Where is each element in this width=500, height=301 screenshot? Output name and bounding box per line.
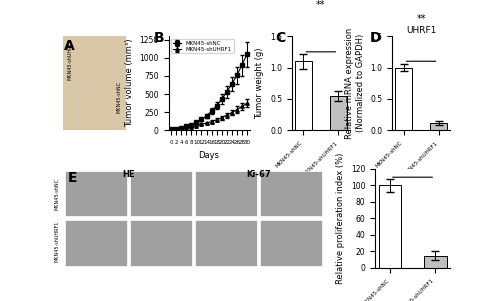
Bar — [65, 220, 126, 266]
Text: MKN45-shNC: MKN45-shNC — [116, 81, 121, 113]
Text: Ki-67: Ki-67 — [246, 170, 272, 179]
Y-axis label: Relative proliferation index (%): Relative proliferation index (%) — [336, 153, 345, 284]
Bar — [430, 123, 448, 130]
Text: MKN45-shNC: MKN45-shNC — [55, 178, 60, 210]
Text: HE: HE — [122, 170, 134, 179]
Bar — [394, 67, 412, 130]
Bar — [424, 256, 446, 268]
Y-axis label: Tumor weight (g): Tumor weight (g) — [256, 48, 264, 119]
Legend: MKN45-shNC, MKN45-shUHRF1: MKN45-shNC, MKN45-shUHRF1 — [172, 39, 234, 53]
X-axis label: Days: Days — [198, 150, 220, 160]
Text: **: ** — [316, 0, 326, 10]
Bar — [130, 171, 192, 216]
Bar — [260, 220, 322, 266]
Bar — [195, 220, 256, 266]
Bar — [378, 185, 401, 268]
Bar — [260, 171, 322, 216]
Y-axis label: Tumor volume (mm³): Tumor volume (mm³) — [125, 39, 134, 128]
Bar — [294, 61, 312, 130]
Bar — [195, 171, 256, 216]
Text: MKN45-shUHRF1: MKN45-shUHRF1 — [68, 39, 72, 80]
Bar — [130, 220, 192, 266]
Text: E: E — [68, 171, 77, 185]
Text: MKN45-shUHRF1: MKN45-shUHRF1 — [55, 221, 60, 262]
Y-axis label: Relative mRNA expression
(Normalized to GAPDH): Relative mRNA expression (Normalized to … — [346, 28, 364, 139]
Text: D: D — [370, 31, 382, 45]
Title: UHRF1: UHRF1 — [406, 26, 436, 35]
Bar — [330, 96, 347, 130]
Text: A: A — [64, 39, 74, 53]
Text: B: B — [154, 31, 164, 45]
Text: **: ** — [416, 14, 426, 24]
Text: C: C — [276, 31, 286, 45]
Bar — [65, 171, 126, 216]
